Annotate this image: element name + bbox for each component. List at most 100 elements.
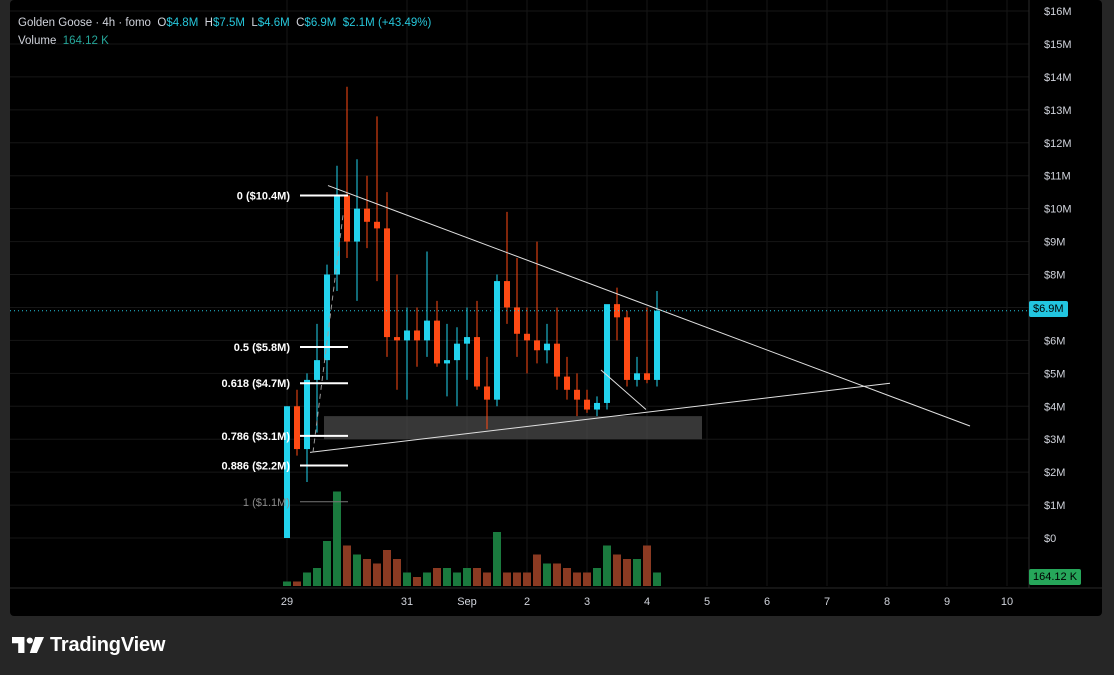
open-label: O [157, 17, 167, 29]
volume-bar [643, 545, 651, 586]
candle-body [484, 386, 490, 400]
candle-body [514, 307, 520, 334]
candle-body [564, 376, 570, 390]
price-axis-label: $8M [1044, 270, 1065, 282]
volume-bar [293, 581, 301, 586]
tradingview-logo-icon [12, 637, 44, 653]
volume-bar [583, 572, 591, 586]
candle-body [544, 343, 550, 351]
volume-bar [493, 532, 501, 586]
candle-body [464, 337, 470, 344]
volume-bar [633, 559, 641, 586]
volume-bar [343, 545, 351, 586]
price-axis-label: $10M [1044, 204, 1072, 216]
chart-area[interactable]: $16M$15M$14M$13M$12M$11M$10M$9M$8M$7M$6M… [10, 0, 1102, 616]
volume-bar [483, 572, 491, 586]
time-axis-label: 9 [944, 596, 950, 608]
trendline-minor[interactable] [600, 369, 647, 410]
price-axis-label: $2M [1044, 467, 1065, 479]
time-axis-label: 7 [824, 596, 830, 608]
price-axis-label: $13M [1044, 105, 1072, 117]
candle-body [324, 274, 330, 361]
impulse-dashed-line[interactable] [312, 215, 344, 453]
candle-body [444, 360, 450, 364]
candle-body [594, 402, 600, 410]
price-axis-label: $11M [1044, 171, 1071, 183]
volume-bar [503, 572, 511, 586]
time-axis-label: 5 [704, 596, 710, 608]
price-axis-label: $9M [1044, 237, 1065, 249]
candle-body [354, 208, 360, 242]
time-axis-label: 10 [1001, 596, 1013, 608]
time-axis-label: 6 [764, 596, 770, 608]
legend-ohlc: Golden Goose · 4h · fomo O$4.8M H$7.5M L… [18, 17, 431, 29]
low-value: $4.6M [257, 17, 290, 29]
current-price-tag: $6.9M [1029, 301, 1068, 317]
candle-body [404, 330, 410, 341]
volume-bar [613, 554, 621, 586]
volume-bar [283, 581, 291, 586]
price-axis-label: $14M [1044, 72, 1072, 84]
volume-bar [323, 541, 331, 586]
volume-bar [443, 568, 451, 586]
candle-body [344, 195, 350, 242]
candle-body [394, 337, 400, 341]
tradingview-brand[interactable]: TradingView [12, 632, 165, 658]
close-value: $6.9M [304, 17, 337, 29]
candlestick-chart[interactable]: $16M$15M$14M$13M$12M$11M$10M$9M$8M$7M$6M… [10, 0, 1102, 616]
candle-body [654, 310, 660, 380]
price-axis-label: $5M [1044, 368, 1065, 380]
fib-level-label: 0.886 ($2.2M) [222, 461, 291, 473]
volume-bar [573, 572, 581, 586]
volume-bar [563, 568, 571, 586]
volume-value: 164.12 K [62, 35, 109, 47]
volume-bar [423, 572, 431, 586]
volume-bar [513, 572, 521, 586]
candle-body [334, 195, 340, 275]
volume-bar [463, 568, 471, 586]
volume-bar [553, 563, 561, 586]
candle-body [284, 406, 290, 538]
candle-body [494, 281, 500, 400]
candle-body [644, 373, 650, 380]
fib-level-label: 0.5 ($5.8M) [234, 342, 291, 354]
candle-body [374, 221, 380, 229]
time-axis-label: 31 [401, 596, 413, 608]
candle-body [604, 304, 610, 403]
volume-tag: 164.12 K [1029, 569, 1082, 585]
volume-bar [363, 559, 371, 586]
volume-label[interactable]: Volume [18, 35, 57, 47]
symbol-title[interactable]: Golden Goose · 4h · fomo [18, 17, 151, 29]
volume-bar [393, 559, 401, 586]
volume-bar [593, 568, 601, 586]
trendline-support[interactable] [309, 382, 891, 453]
open-value: $4.8M [166, 17, 199, 29]
price-axis-label: $12M [1044, 138, 1072, 150]
price-axis-label: $16M [1044, 6, 1072, 18]
volume-bar [543, 563, 551, 586]
candle-body [534, 340, 540, 351]
price-axis-label: $1M [1044, 500, 1065, 512]
time-axis-label: 4 [644, 596, 650, 608]
candle-body [474, 337, 480, 387]
time-axis-label: 3 [584, 596, 590, 608]
volume-bar [383, 550, 391, 586]
candle-body [314, 360, 320, 380]
volume-bar [533, 554, 541, 586]
trendline-resistance[interactable] [327, 185, 971, 427]
volume-bar [653, 572, 661, 586]
candle-body [614, 304, 620, 318]
volume-bar [373, 563, 381, 586]
fib-level-label: 0.786 ($3.1M) [222, 431, 291, 443]
volume-bar [523, 572, 531, 586]
low-label: L [251, 17, 258, 29]
volume-bar [603, 545, 611, 586]
price-axis-label: $4M [1044, 401, 1065, 413]
candle-body [384, 228, 390, 338]
candle-body [524, 333, 530, 341]
high-value: $7.5M [212, 17, 245, 29]
time-axis-label: 29 [281, 596, 293, 608]
volume-bar [623, 559, 631, 586]
price-axis-label: $6M [1044, 335, 1065, 347]
volume-bar [453, 572, 461, 586]
